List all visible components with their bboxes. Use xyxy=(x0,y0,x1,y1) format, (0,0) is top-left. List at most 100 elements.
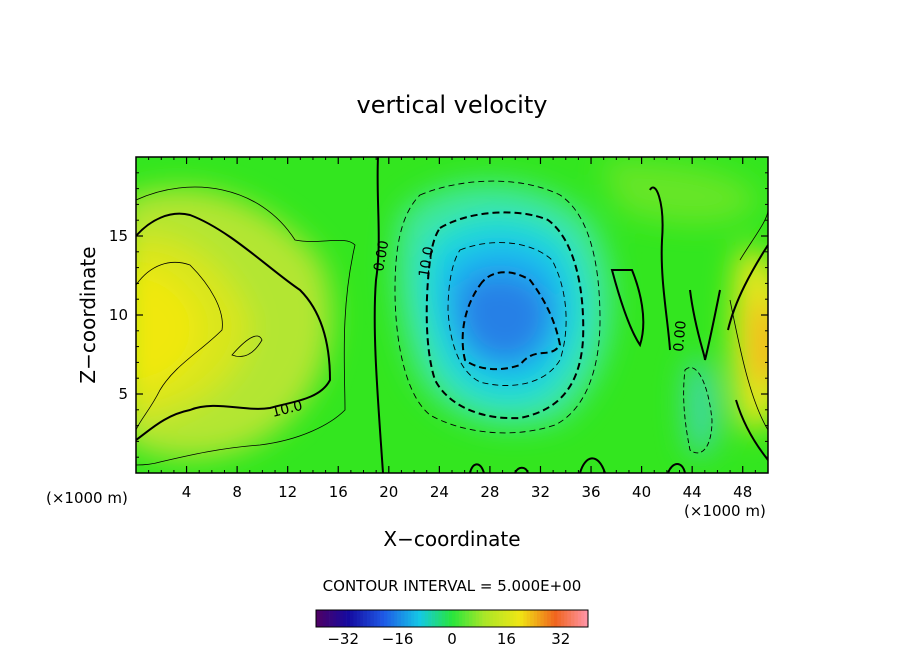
colorbar-swatch xyxy=(401,610,405,627)
chart-title: vertical velocity xyxy=(357,91,548,119)
colorbar-swatch xyxy=(554,610,558,627)
colorbar-swatch xyxy=(581,610,585,627)
colorbar-tick-label: −16 xyxy=(382,630,414,648)
colorbar-swatch xyxy=(486,610,490,627)
x-unit-right: (×1000 m) xyxy=(684,502,766,520)
colorbar-swatch xyxy=(455,610,460,627)
x-axis: 4 8 12 16 20 24 28 32 36 40 44 48 xyxy=(148,157,756,501)
colorbar-swatch xyxy=(577,610,582,627)
colorbar-swatch xyxy=(333,610,337,627)
colorbar-swatch xyxy=(445,610,449,627)
contour-label: 0.00 xyxy=(371,239,392,272)
contour-neg5 xyxy=(394,180,601,434)
colorbar-swatch xyxy=(373,610,378,627)
colorbar-swatch xyxy=(336,610,341,627)
colorbar-tick-label: −32 xyxy=(327,630,359,648)
contour-neg5-right xyxy=(683,367,713,454)
colorbar-swatch xyxy=(319,610,324,627)
contour-label-group: 0.00 10.0 10.0 0.00 xyxy=(270,239,690,421)
colorbar-swatch xyxy=(492,610,497,627)
colorbar-swatch xyxy=(380,610,385,627)
colorbar-tick-label: 32 xyxy=(551,630,570,648)
x-tick-label: 24 xyxy=(430,483,449,501)
colorbar-swatch xyxy=(407,610,412,627)
colorbar-swatch xyxy=(339,610,344,627)
colorbar-swatch xyxy=(584,610,589,627)
colorbar-swatch xyxy=(540,610,545,627)
colorbar-swatch xyxy=(547,610,551,627)
contour-0-center xyxy=(373,157,384,473)
colorbar-swatch xyxy=(431,610,436,627)
x-tick-label: 32 xyxy=(531,483,550,501)
x-tick-label: 28 xyxy=(480,483,499,501)
x-unit-left: (×1000 m) xyxy=(46,489,128,507)
contour-10-left xyxy=(136,261,223,431)
colorbar-swatch xyxy=(435,610,439,627)
colorbar-tick-label: 0 xyxy=(447,630,457,648)
contour-0-right-2 xyxy=(610,269,645,348)
colorbar-swatch xyxy=(472,610,477,627)
colorbar-swatch xyxy=(533,610,538,627)
colorbar-swatch xyxy=(353,610,358,627)
colorbar-swatch xyxy=(482,610,487,627)
colorbar-swatch xyxy=(458,610,463,627)
x-tick-label: 36 xyxy=(581,483,600,501)
colorbar-swatch xyxy=(574,610,579,627)
colorbar-swatch xyxy=(390,610,395,627)
contour-5-left xyxy=(136,186,356,466)
colorbar-swatch xyxy=(513,610,517,627)
colorbar-swatch xyxy=(329,610,334,627)
colorbar-swatch xyxy=(499,610,504,627)
colorbar-tick-label: 16 xyxy=(497,630,516,648)
x-axis-label: X−coordinate xyxy=(383,527,520,551)
colorbar-swatch xyxy=(414,610,419,627)
colorbar-swatch xyxy=(424,610,429,627)
colorbar-swatch xyxy=(438,610,443,627)
contour-label: 10.0 xyxy=(270,398,304,421)
colorbar-frame xyxy=(315,609,589,628)
colorbar-swatch xyxy=(377,610,381,627)
colorbar-swatch xyxy=(363,610,368,627)
colorbar-swatch xyxy=(503,610,507,627)
x-tick-label: 12 xyxy=(278,483,297,501)
y-axis: 5 10 15 xyxy=(109,172,768,458)
colorbar-swatch xyxy=(509,610,514,627)
colorbar-swatch xyxy=(564,610,568,627)
colorbar-swatch xyxy=(489,610,494,627)
colorbar-swatch xyxy=(523,610,528,627)
colorbar-swatch xyxy=(530,610,534,627)
colorbar-swatch xyxy=(526,610,531,627)
contour-bottom-bumps xyxy=(469,457,686,473)
colorbar-swatch xyxy=(322,610,327,627)
x-tick-label: 16 xyxy=(329,483,348,501)
colorbar-swatch xyxy=(543,610,548,627)
colorbar-swatch xyxy=(557,610,562,627)
plot-area: 0.00 10.0 10.0 0.00 xyxy=(136,157,768,473)
colorbar-swatch xyxy=(346,610,351,627)
colorbar-swatch xyxy=(350,610,354,627)
colorbar-swatch xyxy=(397,610,402,627)
colorbar-swatch xyxy=(465,610,470,627)
colorbar-swatch xyxy=(571,610,575,627)
colorbar-swatch xyxy=(356,610,361,627)
colorbar-swatch xyxy=(428,610,432,627)
color-field xyxy=(136,160,768,459)
contour-10-inner xyxy=(231,335,263,357)
colorbar-swatch xyxy=(343,610,347,627)
x-tick-label: 8 xyxy=(232,483,242,501)
colorbar-swatch xyxy=(441,610,446,627)
colorbar-swatch xyxy=(418,610,422,627)
x-tick-label: 4 xyxy=(182,483,192,501)
colorbar-swatch xyxy=(537,610,541,627)
colorbar-swatch xyxy=(550,610,555,627)
colorbar-swatch xyxy=(367,610,371,627)
y-tick-label: 5 xyxy=(118,385,128,403)
colorbar-swatch xyxy=(316,610,320,627)
colorbar-swatch xyxy=(394,610,398,627)
colorbar-swatch xyxy=(479,610,483,627)
x-tick-label: 48 xyxy=(733,483,752,501)
contour-neg20 xyxy=(461,271,562,371)
colorbar: −32 −16 0 16 32 xyxy=(315,609,589,648)
x-tick-label: 40 xyxy=(632,483,651,501)
